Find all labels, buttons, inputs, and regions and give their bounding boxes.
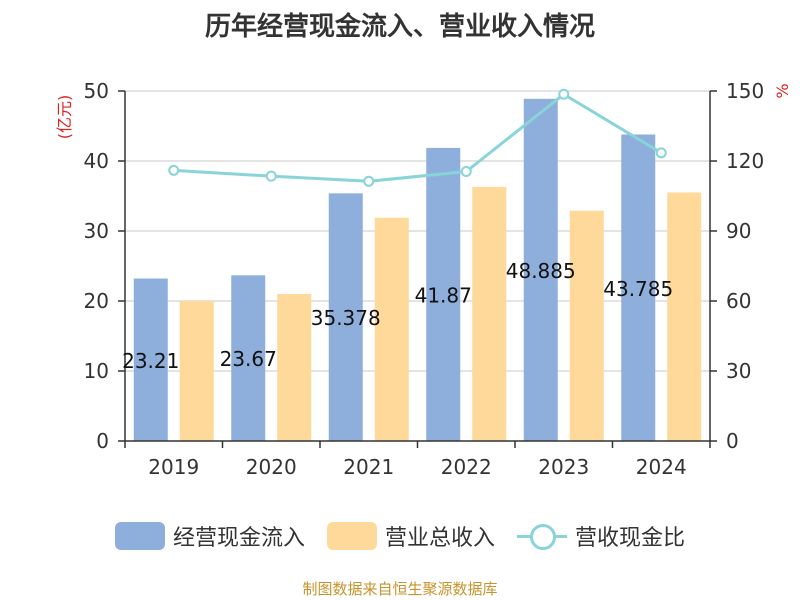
x-tick-label: 2019 xyxy=(148,455,199,479)
point-ratio xyxy=(168,164,180,176)
point-ratio xyxy=(460,166,472,177)
legend-swatch-cash-inflow xyxy=(114,522,165,550)
y-left-tick-label: 50 xyxy=(84,79,109,103)
y-right-tick-label: 90 xyxy=(726,219,751,243)
point-ratio xyxy=(363,175,375,187)
point-ratio xyxy=(265,170,277,182)
y-right-tick-label: 0 xyxy=(726,429,739,453)
y-left-tick-label: 40 xyxy=(84,149,109,173)
bar-revenue xyxy=(667,192,702,441)
y-left-axis-label: (亿元) xyxy=(55,95,74,140)
bar-revenue xyxy=(472,186,507,441)
bar-revenue xyxy=(277,294,312,441)
data-label-cash-inflow: 23.21 xyxy=(122,349,179,373)
y-right-tick-label: 60 xyxy=(726,289,751,313)
line-ratio xyxy=(173,92,663,183)
data-label-cash-inflow: 41.87 xyxy=(415,283,472,307)
bar-cash-inflow xyxy=(621,134,656,441)
bar-revenue xyxy=(179,301,214,441)
x-tick-label: 2021 xyxy=(343,455,394,479)
y-left-tick-label: 0 xyxy=(96,429,109,453)
point-ratio xyxy=(655,147,667,159)
point-ratio xyxy=(558,88,570,100)
legend-swatch-revenue xyxy=(326,522,377,550)
y-right-tick-label: 120 xyxy=(726,149,764,173)
y-right-tick-label: 150 xyxy=(726,79,764,103)
legend-item-revenue[interactable]: 营业总收入 xyxy=(326,520,495,552)
legend-item-ratio[interactable]: 营收现金比 xyxy=(517,520,685,552)
data-label-cash-inflow: 43.785 xyxy=(603,277,673,301)
data-label-cash-inflow: 35.378 xyxy=(311,306,381,330)
bar-cash-inflow xyxy=(523,98,558,442)
bar-cash-inflow xyxy=(328,193,363,441)
legend-label-ratio: 营收现金比 xyxy=(575,526,686,551)
bar-revenue xyxy=(374,217,409,441)
bar-cash-inflow xyxy=(426,147,461,441)
x-tick-label: 2024 xyxy=(636,455,687,479)
y-left-tick-label: 20 xyxy=(84,289,109,313)
bar-cash-inflow xyxy=(231,275,266,441)
x-tick-label: 2020 xyxy=(246,455,297,479)
data-label-cash-inflow: 48.885 xyxy=(506,259,576,283)
legend-label-revenue: 营业总收入 xyxy=(384,526,495,551)
bar-revenue xyxy=(569,210,604,441)
chart-title: 历年经营现金流入、营业收入情况 xyxy=(204,12,595,42)
legend-swatch-ratio xyxy=(517,522,567,550)
y-left-tick-label: 30 xyxy=(84,219,109,243)
chart-legend: 经营现金流入 营业总收入 营收现金比 xyxy=(0,516,800,556)
x-tick-label: 2023 xyxy=(538,455,589,479)
y-right-tick-label: 30 xyxy=(726,359,751,383)
legend-label-cash-inflow: 经营现金流入 xyxy=(172,526,305,551)
y-right-axis-label: % xyxy=(773,83,792,98)
bar-cash-inflow xyxy=(133,278,168,441)
x-tick-label: 2022 xyxy=(441,455,492,479)
data-source-note: 制图数据来自恒生聚源数据库 xyxy=(302,580,498,598)
legend-item-cash-inflow[interactable]: 经营现金流入 xyxy=(114,520,305,552)
data-label-cash-inflow: 23.67 xyxy=(220,347,277,371)
y-left-tick-label: 10 xyxy=(84,359,109,383)
